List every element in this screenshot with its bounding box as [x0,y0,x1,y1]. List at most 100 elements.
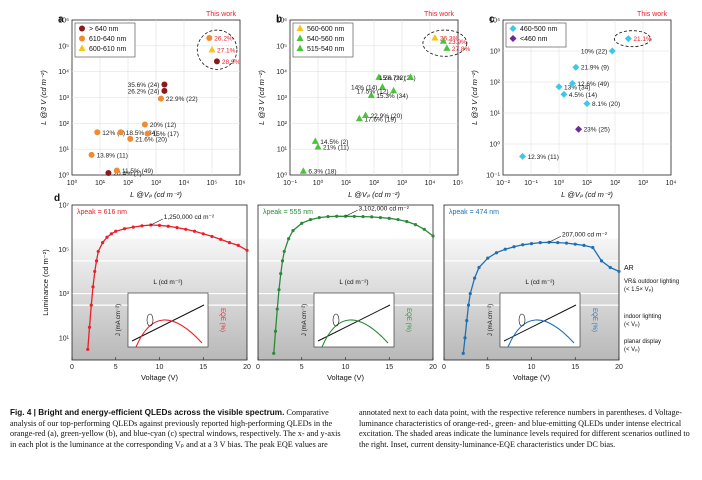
caption-label: Fig. 4 | Bright and energy-efficient QLE… [10,408,285,417]
inset: L (cd m⁻²) J (mA cm⁻²) EQE (%) [488,279,597,348]
curve-point [300,221,304,225]
point-label: 26.3% [440,36,459,43]
panel-letter: d [54,193,60,204]
x-axis-label: Voltage (V) [327,373,365,382]
curve-point [556,241,560,245]
curve-point [468,291,472,296]
point-label: 15% (22) [379,75,405,82]
curve-point [431,234,435,238]
data-point [583,100,591,108]
inset-jl-line [131,304,205,342]
inset: L (cd m⁻²) J (mA cm⁻²) EQE (%) [302,279,411,348]
inset-top-label: L (cd m⁻²) [339,279,368,286]
curve-point [326,214,330,219]
panel-b: 10⁻¹ 10⁰ 10¹ 10² 10³ 10⁴ 10⁵10⁰10¹10²10³10⁴10⁵… [257,11,471,199]
data-point [117,129,124,136]
data-point [296,24,304,31]
x-tick-label: 10⁴ [179,180,190,187]
curve-point [157,223,162,227]
panel-a: 10⁰ 10¹ 10² 10³ 10⁴ 10⁵ 10⁶ 10⁰ 10¹ 10² 10³ 10⁴ 10⁵ 1… [39,11,245,199]
inset-marker [332,313,340,327]
figure: 10⁰ 10¹ 10² 10³ 10⁴ 10⁵ 10⁶ 10⁰ 10¹ 10² 10³ 10⁴ 10⁵ 1… [39,11,679,382]
data-point [94,129,101,136]
curve-point [140,224,144,228]
region-label-ar: AR [624,265,634,272]
point-label: 12% (2) [102,130,125,137]
x-tick-label: 10⁵ [453,180,464,187]
legend-entry: 460-500 nm [520,26,558,33]
this-work-label: This work [424,11,454,18]
x-tick-label: 10⁴ [666,180,677,187]
point-label: 21% (11) [323,145,349,152]
figure-caption: Fig. 4 | Bright and energy-efficient QLE… [10,408,694,450]
curve-point [277,288,281,292]
point-label: 21.9% (9) [581,65,609,72]
legend-box [74,22,136,58]
curve-point [282,249,286,254]
y-tick-label: 10¹ [490,111,501,118]
curve-point [608,265,612,270]
y-tick-label: 10⁰ [58,172,69,180]
x-tick-label: 10⁰ [313,179,324,187]
point-label: 14% (14) [351,85,377,92]
point-label: 6.3% (18) [308,169,336,176]
data-point [355,114,363,122]
x-tick-label: 10⁻¹ [524,180,538,187]
curve-point [538,241,542,245]
curve-point [236,243,240,247]
point-label: 27.8% [452,46,471,53]
x-tick-label: 10¹ [582,180,593,187]
legend-entry: 560-600 nm [307,26,345,33]
point-label: 13% (34) [564,84,590,91]
point-label: 22.9% (20) [371,113,403,120]
y-tick-label: 10³ [59,291,70,298]
x-axis-label: L @Vₚ (cd m⁻²) [561,190,613,199]
x-tick-label: 10⁰ [554,179,565,187]
data-point [367,91,375,98]
curve-point [96,249,100,254]
inset-eqe-label: EQE (%) [219,308,225,332]
y-axis-label: Luminance (cd m⁻²) [41,249,50,316]
curve-point [573,242,577,246]
curve-point [122,227,127,231]
data-point [157,95,164,102]
curve-point [245,248,249,252]
curve-point [465,319,469,323]
curve-point [86,347,90,352]
point-label: 28.9% [222,59,241,66]
curve-point [105,235,109,239]
point-label: 13.8% (11) [97,152,128,159]
region-label-indoor-cond: (< Vₚ) [624,322,640,328]
curve-point [89,303,93,307]
point-label: 12.3% (11) [528,154,559,161]
curve-point [131,225,135,229]
curve-point [512,245,516,249]
legend-entry: 600-610 nm [89,46,127,53]
curve-point [93,269,97,274]
y-tick-label: 10² [490,80,501,87]
region-label-planar-cond: (< Vₚ) [624,347,640,353]
y-tick-label: 10⁴ [489,18,500,25]
curve-point [352,214,356,219]
curve-point [422,227,426,231]
data-point [575,125,583,133]
x-tick-label: 10¹ [341,180,352,187]
point-label: 11.5% (49) [122,168,153,175]
curve-point [466,303,471,307]
x-tick-label: 0 [442,364,446,371]
curve-point [219,237,223,241]
inset-eqe-label: EQE (%) [591,308,597,332]
legend-box [292,22,354,58]
vl-panel-2: 0 5 10 15 20 Voltage (V) λpeak = 555 nm 3,102,0… [256,204,437,382]
vl-panel-1: 0 5 10 15 20 10¹ 10³ 10⁵ 10⁷ Luminance (cd m⁻²) d V… [41,193,251,382]
max-luminance-label: 1,250,000 cd m⁻² [164,214,215,221]
data-point [431,34,439,41]
y-axis-label: L @3 V (cd m⁻²) [39,70,48,125]
x-tick-label: 15 [571,364,579,371]
inset-eqe-curve [321,319,389,348]
point-label: 26.2% [214,36,233,43]
this-work-ellipse [196,29,238,70]
y-tick-label: 10⁵ [58,247,69,254]
curve-point [275,307,279,311]
panel-letter: a [58,14,64,25]
